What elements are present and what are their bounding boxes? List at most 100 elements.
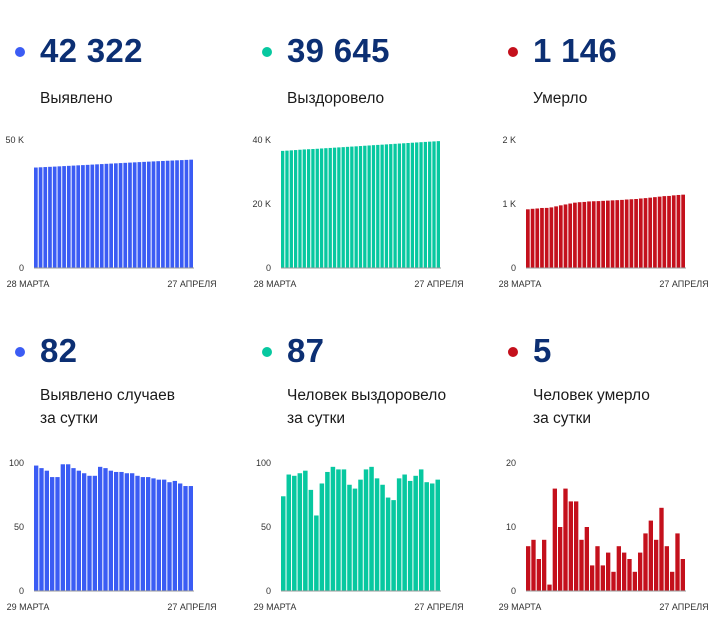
bar xyxy=(189,159,193,268)
bar xyxy=(50,477,55,591)
bar xyxy=(60,464,65,591)
bar xyxy=(55,477,60,591)
bar xyxy=(314,515,319,591)
bar xyxy=(606,552,611,591)
y-tick-label: 40 K xyxy=(252,135,271,145)
bar xyxy=(324,148,328,268)
recovered-legend-dot xyxy=(262,47,272,57)
bar xyxy=(610,200,615,268)
bar xyxy=(57,166,62,268)
daily-deaths-label-line-2: за сутки xyxy=(533,410,592,427)
bar xyxy=(419,142,423,268)
bar xyxy=(98,466,103,591)
bar xyxy=(385,497,391,591)
bar xyxy=(132,162,137,268)
x-start-label: 28 МАРТА xyxy=(7,279,50,289)
daily-deaths-label: Человек умерло за сутки xyxy=(533,384,650,430)
x-end-label: 27 АПРЕЛЯ xyxy=(167,602,216,612)
recovered-total-chart: 0 20 K 40 K 28 МАРТА 27 АПРЕЛЯ xyxy=(252,135,463,289)
bar xyxy=(601,200,605,268)
bar xyxy=(281,496,286,591)
y-tick-label: 20 K xyxy=(252,199,271,209)
bar xyxy=(303,470,308,591)
daily-recovered-legend-dot xyxy=(262,347,272,357)
bar xyxy=(374,478,380,591)
bar xyxy=(638,552,643,591)
bar xyxy=(328,147,332,268)
bar xyxy=(352,488,358,591)
bar xyxy=(648,520,653,591)
bar xyxy=(108,470,113,591)
y-tick-label: 0 xyxy=(266,586,271,596)
bar xyxy=(184,159,189,268)
bar xyxy=(643,198,648,268)
bar xyxy=(118,163,123,268)
bar xyxy=(606,200,610,268)
bar xyxy=(337,147,341,268)
daily-deaths-chart: 0 10 20 29 МАРТА 27 АПРЕЛЯ xyxy=(499,458,709,612)
bar xyxy=(319,148,324,268)
bar xyxy=(680,559,685,591)
daily-detected-label: Выявлено случаев за сутки xyxy=(40,384,175,430)
bar xyxy=(151,161,156,268)
bar xyxy=(130,473,135,591)
bar xyxy=(549,207,554,268)
y-tick-label: 50 xyxy=(261,522,271,532)
x-end-label: 27 АПРЕЛЯ xyxy=(167,279,216,289)
bar xyxy=(380,484,385,591)
bar xyxy=(292,475,297,591)
bar xyxy=(124,473,129,591)
bar xyxy=(435,479,440,591)
bar xyxy=(670,571,675,591)
deaths-total-value: 1 146 xyxy=(533,32,618,69)
bar xyxy=(662,196,667,268)
deaths-label-line: Умерло xyxy=(533,90,588,107)
bar xyxy=(345,146,350,268)
bar xyxy=(162,479,167,591)
bar xyxy=(330,466,336,591)
bar xyxy=(347,484,352,591)
bar xyxy=(363,145,367,268)
bar xyxy=(654,539,659,591)
bar xyxy=(142,161,146,268)
bar xyxy=(424,482,429,591)
daily-detected-legend-dot xyxy=(15,347,25,357)
daily-detected-label-line-1: Выявлено случаев xyxy=(40,387,175,404)
daily-detected-label-line-2: за сутки xyxy=(40,410,99,427)
bar xyxy=(568,501,573,591)
bar xyxy=(104,163,109,268)
bar xyxy=(90,164,95,268)
bar xyxy=(624,199,629,268)
daily-recovered-label-line-2: за сутки xyxy=(287,410,346,427)
y-tick-label: 50 K xyxy=(5,135,24,145)
y-tick-label: 0 xyxy=(511,586,516,596)
bar xyxy=(563,488,568,591)
bar xyxy=(183,486,188,591)
bar xyxy=(634,199,638,268)
deaths-total-chart: 0 1 K 2 K 28 МАРТА 27 АПРЕЛЯ xyxy=(499,135,709,289)
bar xyxy=(622,552,627,591)
bar xyxy=(563,204,568,268)
bar xyxy=(109,163,113,268)
y-tick-label: 2 K xyxy=(502,135,516,145)
bar xyxy=(369,466,374,591)
bar xyxy=(363,469,369,591)
y-tick-label: 1 K xyxy=(502,199,516,209)
bar xyxy=(530,208,535,268)
bar xyxy=(653,197,657,268)
bar xyxy=(358,479,363,591)
bar xyxy=(48,166,52,268)
bar xyxy=(596,201,601,268)
bar xyxy=(393,143,397,268)
daily-deaths-value: 5 xyxy=(533,332,552,369)
bar xyxy=(391,500,396,591)
bar xyxy=(675,533,680,591)
bar xyxy=(615,200,620,268)
bar xyxy=(146,477,151,591)
daily-recovered-label-line-1: Человек выздоровело xyxy=(287,387,447,404)
bar xyxy=(590,565,595,591)
x-end-label: 27 АПРЕЛЯ xyxy=(414,279,463,289)
bar xyxy=(62,166,66,268)
bar xyxy=(114,163,118,268)
bar xyxy=(350,146,354,268)
